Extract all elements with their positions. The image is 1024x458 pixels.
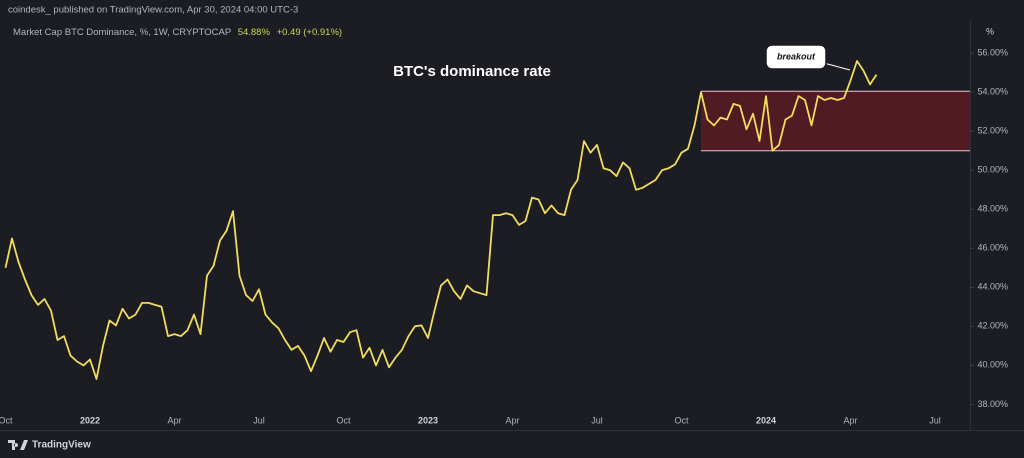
tradingview-logo: TradingView xyxy=(8,440,91,451)
last-value: 54.88% xyxy=(238,27,271,38)
chart-title: BTC's dominance rate xyxy=(393,63,551,80)
y-tick-label: 42.00% xyxy=(977,321,1008,331)
symbol: Market Cap BTC Dominance, %, 1W, CRYPTOC… xyxy=(13,27,231,38)
callout-box xyxy=(765,44,827,70)
x-tick-label: Oct xyxy=(0,415,13,425)
x-tick-label: 2022 xyxy=(80,415,100,425)
y-tick-label: 44.00% xyxy=(977,282,1008,292)
y-tick-label: 50.00% xyxy=(977,165,1008,175)
brand: TradingView xyxy=(32,440,91,451)
symbol-line: Market Cap BTC Dominance, %, 1W, CRYPTOC… xyxy=(13,27,342,38)
x-tick-label: 2023 xyxy=(418,415,438,425)
x-tick-label: Apr xyxy=(843,415,857,425)
y-tick-label: 38.00% xyxy=(977,399,1008,409)
y-tick-label: 52.00% xyxy=(977,126,1008,136)
price-line xyxy=(4,60,878,380)
y-tick-label: 56.00% xyxy=(977,48,1008,58)
x-tick-label: Oct xyxy=(336,415,351,425)
publisher-line: coindesk_ published on TradingView.com, … xyxy=(8,5,298,16)
x-tick-label: Jul xyxy=(253,415,265,425)
range-band xyxy=(701,91,970,151)
y-unit: % xyxy=(986,26,994,36)
x-tick-label: Jul xyxy=(929,415,941,425)
x-tick-label: Apr xyxy=(167,415,181,425)
annotation: breakout xyxy=(777,51,816,61)
y-tick-label: 46.00% xyxy=(977,243,1008,253)
x-tick-label: Apr xyxy=(505,415,519,425)
x-tick-label: Jul xyxy=(591,415,603,425)
range-box xyxy=(701,90,970,152)
y-tick-label: 54.00% xyxy=(977,87,1008,97)
change: +0.49 (+0.91%) xyxy=(277,27,343,38)
x-tick-label: Oct xyxy=(674,415,689,425)
x-tick-label: 2024 xyxy=(756,415,776,425)
y-tick-label: 40.00% xyxy=(977,360,1008,370)
y-tick-label: 48.00% xyxy=(977,204,1008,214)
